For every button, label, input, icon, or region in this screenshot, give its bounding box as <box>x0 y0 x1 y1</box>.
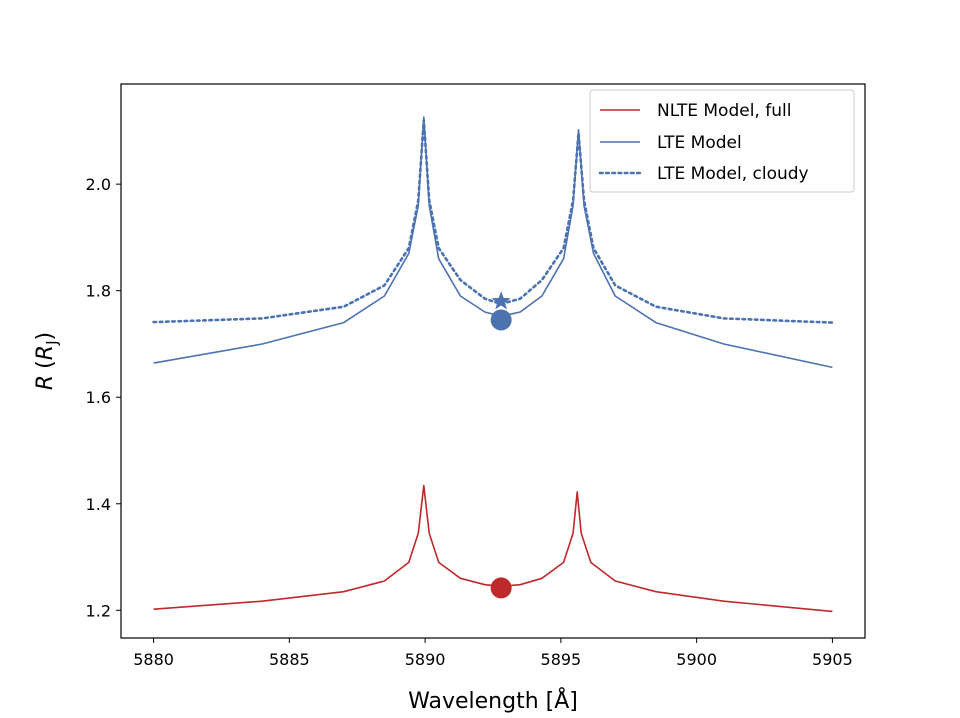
y-tick-label: 2.0 <box>86 175 111 194</box>
y-tick-label: 1.2 <box>86 601 111 620</box>
y-tick-label: 1.6 <box>86 388 111 407</box>
marker-star-2 <box>491 291 511 310</box>
x-tick-label: 5895 <box>541 650 582 669</box>
legend-label-nlte: NLTE Model, full <box>657 101 791 121</box>
legend: NLTE Model, full LTE Model LTE Model, cl… <box>589 89 855 193</box>
x-tick-label: 5900 <box>676 650 717 669</box>
legend-label-lte-cloudy: LTE Model, cloudy <box>657 164 809 184</box>
marker-circle-0 <box>490 577 512 599</box>
plot-frame <box>120 83 866 639</box>
x-axis-label: Wavelength [Å] <box>408 687 578 714</box>
y-axis-ticks: 1.2 1.4 1.6 1.8 2.0 <box>86 175 121 620</box>
x-axis-ticks: 5880 5885 5890 5895 5900 5905 <box>133 638 853 669</box>
y-tick-label: 1.4 <box>86 495 111 514</box>
x-tick-label: 5905 <box>812 650 853 669</box>
legend-label-lte: LTE Model <box>657 133 742 153</box>
x-tick-label: 5880 <box>133 650 174 669</box>
marker-layer <box>490 291 512 599</box>
y-tick-label: 1.8 <box>86 282 111 301</box>
marker-circle-1 <box>490 309 512 331</box>
y-axis-label: R(RJ) <box>33 332 61 390</box>
x-tick-label: 5885 <box>269 650 310 669</box>
x-tick-label: 5890 <box>405 650 446 669</box>
legend-box <box>589 89 855 193</box>
